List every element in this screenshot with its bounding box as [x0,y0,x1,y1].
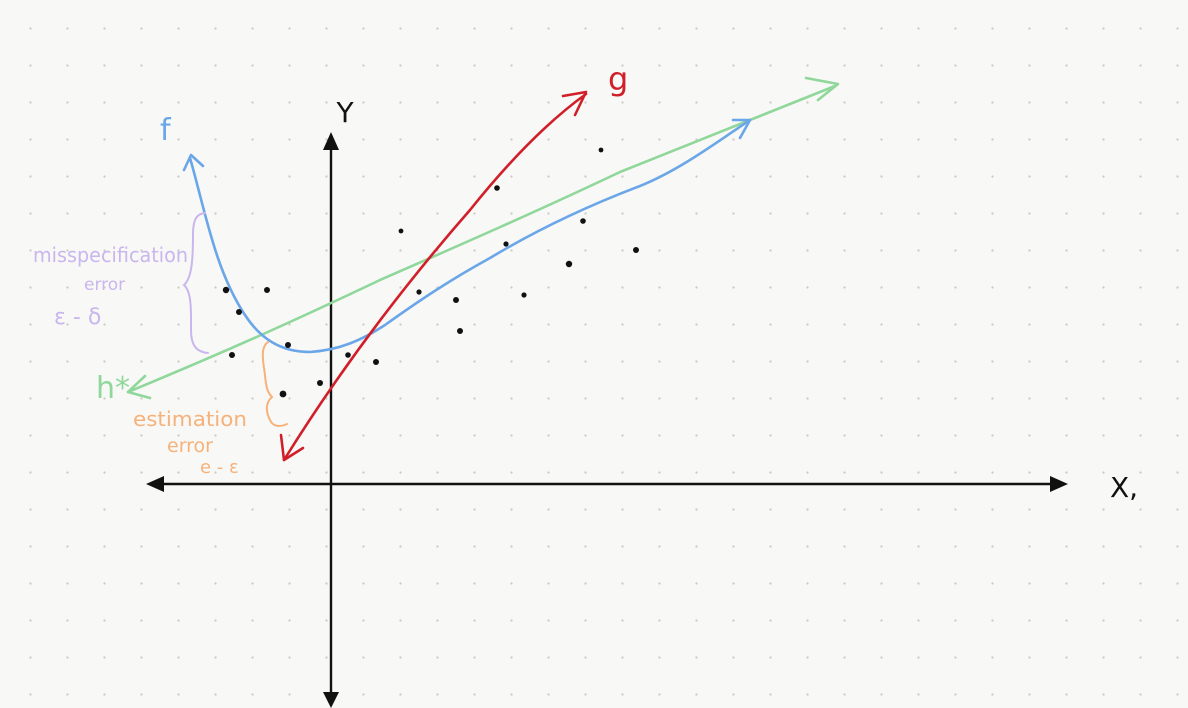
h-star-left-arrow-icon [126,374,152,400]
data-point [279,390,287,398]
f-label: f [160,113,172,148]
data-point [222,286,230,294]
data-point [565,260,573,268]
estimation-line2: error [167,435,213,457]
h-star-label: h* [96,371,130,406]
data-point [503,241,509,247]
data-point [598,147,604,153]
data-point [285,342,291,348]
estimation-brace [261,341,288,427]
data-point [229,352,235,358]
data-point [633,247,639,253]
data-point [317,380,323,386]
misspecification-line1: misspecification [33,243,188,267]
f-right-arrow-icon [731,118,752,140]
h-star-right-arrow-icon [804,76,840,102]
g-label: g [608,60,628,98]
data-point [457,328,463,334]
estimation-line1: estimation [133,407,247,431]
data-point [521,292,527,298]
data-point [453,297,459,303]
y-axis [323,132,339,708]
x-axis-left-arrow-icon [146,476,164,492]
data-point [494,185,500,191]
data-point [264,287,270,293]
f-curve [182,118,752,354]
data-point [416,289,422,295]
x-axis [146,476,1068,492]
x-axis-right-arrow-icon [1050,476,1068,492]
data-points [222,147,639,398]
y-axis-down-arrow-icon [323,692,339,708]
misspecification-brace [182,212,209,354]
x-axis-label: X, [1110,471,1138,504]
y-axis-up-arrow-icon [323,132,339,150]
data-point [236,309,242,315]
f-up-arrow-icon [182,153,205,172]
g-down-arrow-icon [279,433,305,462]
data-point [373,359,379,365]
misspecification-line2: error [84,275,125,295]
data-point [580,218,586,224]
misspecification-line3: ε - δ [54,305,101,330]
estimation-line3: e - ε [200,457,239,478]
g-up-arrow-icon [561,90,588,117]
data-point [398,228,404,234]
h-star-curve [126,76,840,400]
misspecification-note: misspecification error ε - δ [33,243,188,330]
y-axis-label: Y [335,96,354,129]
data-point [345,352,351,358]
estimation-note: estimation error e - ε [133,407,247,478]
g-curve [279,90,588,462]
